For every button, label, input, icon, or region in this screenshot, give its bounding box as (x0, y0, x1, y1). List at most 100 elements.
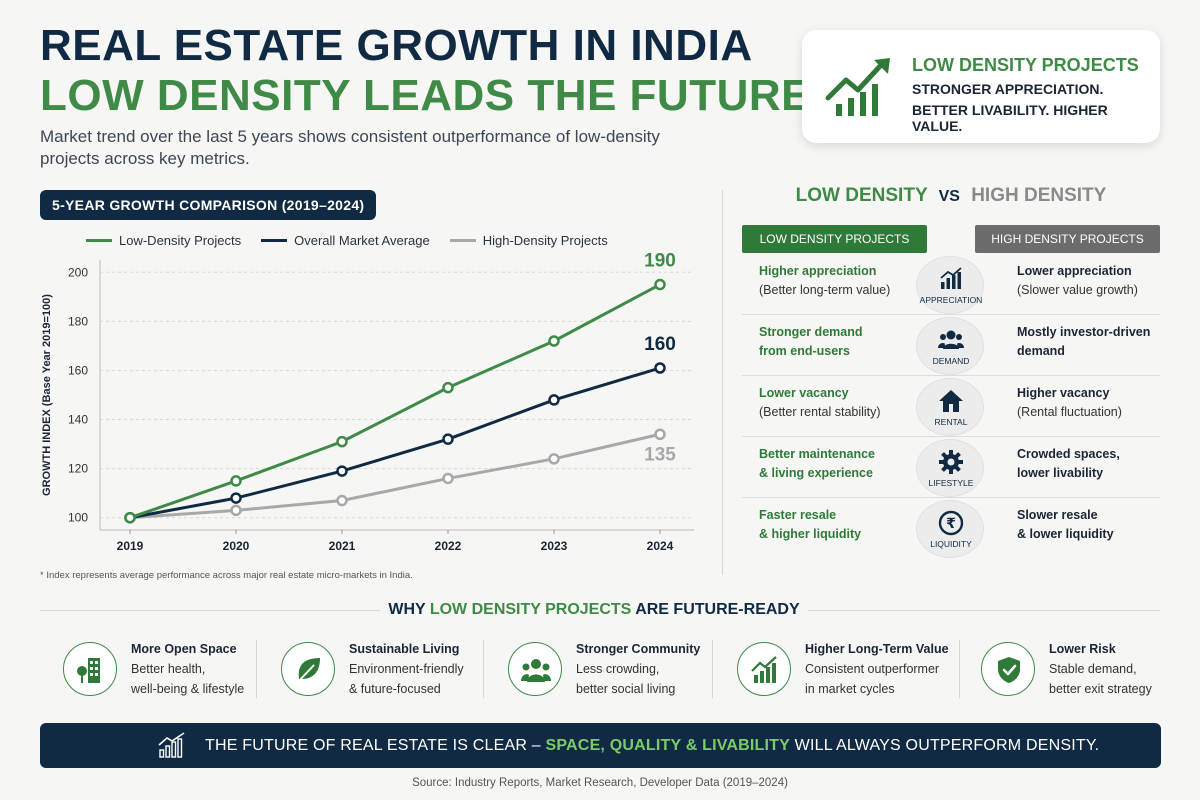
high-point: Lower appreciation (1017, 264, 1132, 278)
chart-footnote: * Index represents average performance a… (40, 570, 413, 581)
data-point (548, 335, 560, 347)
intro-text: Market trend over the last 5 years shows… (40, 127, 660, 168)
legend-item-high-density: High-Density Projects (449, 233, 608, 248)
feature-separator (483, 640, 484, 698)
comparison-title-low: LOW DENSITY (795, 185, 928, 206)
feature-title: Higher Long-Term Value (805, 642, 949, 656)
y-tick-label: 140 (68, 413, 88, 427)
data-point (336, 435, 348, 448)
low-point: Stronger demand (759, 325, 863, 339)
low-detail: & higher liquidity (759, 527, 862, 541)
card-line-1: STRONGER APPRECIATION. (912, 81, 1104, 97)
gear-icon (939, 450, 963, 474)
low-point: Lower vacancy (759, 386, 849, 400)
page-title: REAL ESTATE GROWTH IN INDIA (40, 21, 753, 70)
feature-detail: & future-focused (349, 682, 441, 696)
feature-icon-circle (508, 642, 562, 696)
legend-label: High-Density Projects (482, 233, 608, 248)
feature-icon-circle (981, 642, 1035, 696)
data-point (548, 453, 560, 465)
feature-detail: Consistent outperformer (805, 662, 940, 676)
comparison-title-high: HIGH DENSITY (971, 185, 1107, 206)
metric-badge: APPRECIATION (916, 256, 984, 314)
high-point: Slower resale (1017, 508, 1098, 522)
high-detail: (Slower value growth) (1017, 283, 1138, 297)
data-point (124, 511, 136, 524)
data-point (442, 472, 454, 485)
metric-badge: DEMAND (916, 317, 984, 375)
house-icon (939, 390, 963, 412)
comparison-title-vs: VS (938, 188, 960, 205)
shield-check-icon (998, 657, 1020, 683)
rupee-coin-icon: ₹ (938, 510, 964, 536)
feature-separator (712, 640, 713, 698)
comparison-row-lifestyle: Better maintenance & living experience L… (742, 437, 1160, 498)
bar-chart-icon (940, 267, 962, 289)
low-point: Higher appreciation (759, 264, 877, 278)
card-line-2: BETTER LIVABILITY. HIGHER VALUE. (912, 102, 1108, 134)
legend-swatch (86, 239, 112, 242)
banner-pre: THE FUTURE OF REAL ESTATE IS CLEAR – (205, 737, 546, 754)
building-tree-icon (77, 658, 100, 683)
data-point (230, 492, 242, 504)
feature-separator (256, 640, 257, 698)
legend-item-market-average: Overall Market Average (261, 233, 430, 248)
series-line (129, 366, 661, 520)
high-point: Mostly investor-driven (1017, 325, 1151, 339)
feature-detail: Less crowding, (576, 662, 660, 676)
growth-chart-icon (751, 656, 777, 683)
highlight-card: LOW DENSITY PROJECTS STRONGER APPRECIATI… (802, 30, 1160, 143)
metric-caption: DEMAND (932, 356, 970, 366)
feature-detail: Environment-friendly (349, 662, 464, 676)
end-value-label: 160 (644, 334, 676, 355)
feature-detail: in market cycles (805, 682, 895, 696)
divider-line (808, 610, 1160, 611)
series-line (129, 283, 661, 520)
feature-detail: better social living (576, 682, 676, 696)
legend-label: Overall Market Average (294, 233, 430, 248)
feature-separator (959, 640, 960, 698)
high-point: Crowded spaces, (1017, 447, 1120, 461)
y-tick-label: 200 (68, 265, 88, 279)
card-title: LOW DENSITY PROJECTS (912, 55, 1139, 75)
growth-chart-icon (825, 58, 890, 116)
divider-line (40, 610, 380, 611)
high-density-header: HIGH DENSITY PROJECTS (975, 225, 1160, 253)
section-divider (722, 190, 723, 575)
comparison-row-appreciation: Higher appreciation (Better long-term va… (742, 254, 1160, 315)
x-tick-label: 2024 (647, 539, 674, 553)
high-detail: lower livability (1017, 466, 1104, 480)
feature-title: Lower Risk (1049, 642, 1116, 656)
data-point (230, 504, 242, 517)
low-point: Faster resale (759, 508, 837, 522)
metric-badge: RENTAL (916, 378, 984, 436)
feature-title: Stronger Community (576, 642, 701, 656)
page-subtitle-headline: LOW DENSITY LEADS THE FUTURE (40, 71, 811, 120)
metric-caption: LIFESTYLE (928, 478, 974, 488)
metric-badge: ₹ LIQUIDITY (916, 500, 984, 558)
growth-chart-icon (158, 732, 185, 758)
comparison-row-demand: Stronger demand from end-users DEMAND Mo… (742, 315, 1160, 376)
feature-title: Sustainable Living (349, 642, 460, 656)
feature-detail: better exit strategy (1049, 682, 1152, 696)
leaf-icon (297, 658, 320, 683)
x-tick-label: 2023 (541, 539, 568, 553)
data-point (442, 381, 454, 394)
y-axis-label: GROWTH INDEX (Base Year 2019=100) (41, 294, 53, 496)
feature-detail: well-being & lifestyle (131, 682, 245, 696)
x-tick-label: 2022 (435, 539, 462, 553)
data-point (654, 362, 666, 374)
banner-highlight: SPACE, QUALITY & LIVABILITY (545, 737, 791, 754)
metric-caption: APPRECIATION (919, 295, 983, 305)
data-point (336, 494, 348, 507)
metric-caption: RENTAL (934, 417, 968, 427)
feature-icon-circle (281, 642, 335, 696)
x-tick-label: 2019 (117, 539, 144, 553)
x-tick-label: 2020 (223, 539, 250, 553)
data-point (336, 465, 348, 477)
growth-line-chart: 100 120 140 160 180 200 2019 2020 2021 2022 2023 20… (41, 251, 694, 553)
why-title-green: LOW DENSITY PROJECTS (429, 601, 632, 618)
metric-badge: LIFESTYLE (916, 439, 984, 497)
y-tick-label: 120 (68, 462, 88, 476)
high-detail: (Rental fluctuation) (1017, 405, 1122, 419)
